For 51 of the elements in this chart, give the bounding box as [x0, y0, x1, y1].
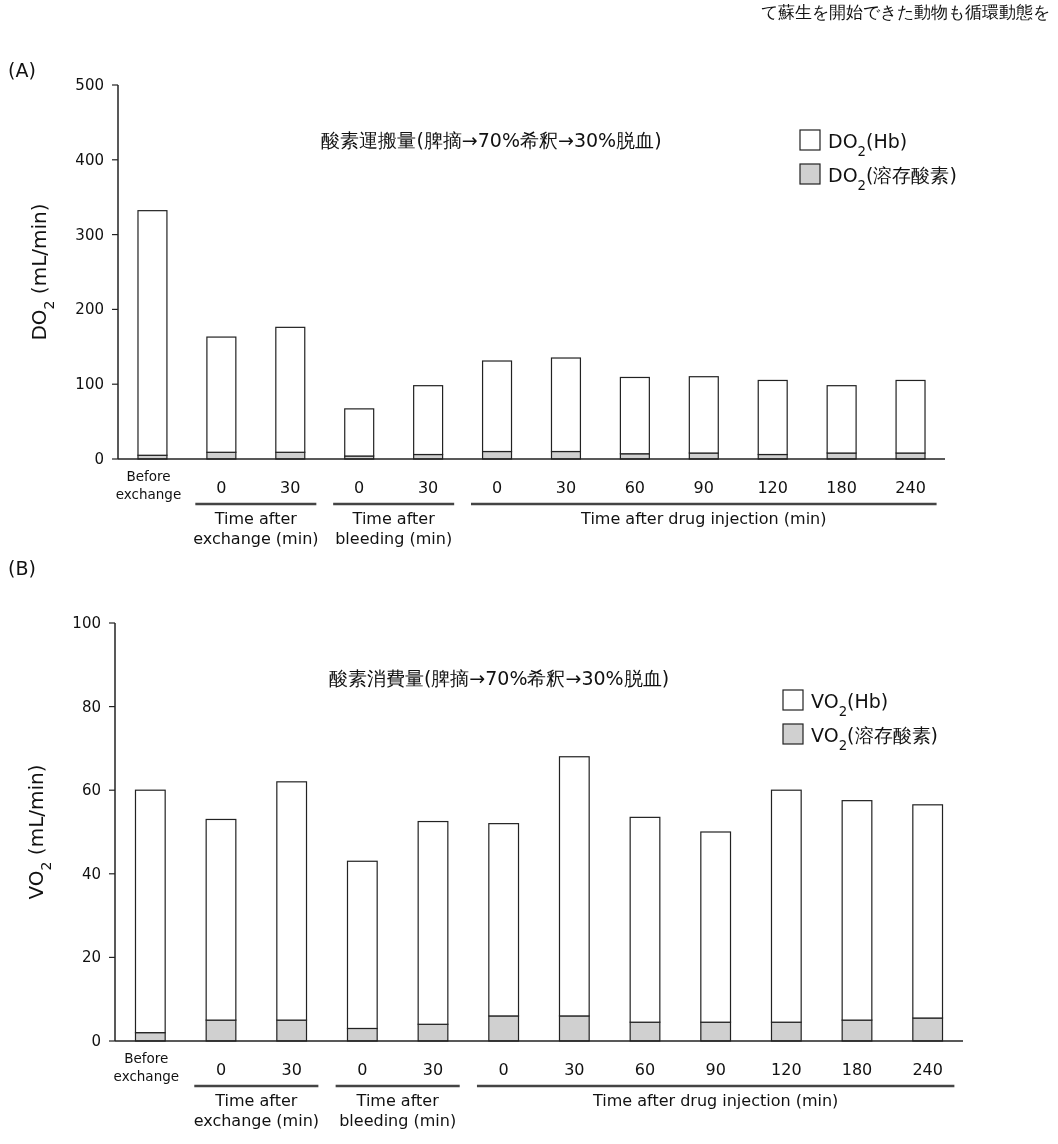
x-tick-label: 30 — [555, 478, 577, 497]
text: 酸素運搬量(脾摘→70%希釈→30%脱血) — [321, 129, 662, 151]
x-tick-label: 0 — [498, 1060, 509, 1079]
text: Time after exchange (min) — [193, 1091, 320, 1130]
text: (A) — [8, 59, 36, 81]
x-tick-label: 30 — [281, 1060, 302, 1079]
y-tick-label: 500 — [75, 76, 104, 94]
x-tick-label: 90 — [693, 478, 714, 497]
x-tick-label: Before exchange — [115, 468, 182, 502]
text: Time after drug injection (min) — [591, 1091, 839, 1110]
x-tick-label: 0 — [357, 1060, 368, 1079]
y-tick-label: 20 — [81, 948, 101, 967]
legend-label: DO$_{2}$(溶存酸素) — [828, 164, 957, 193]
x-tick-label: 0 — [354, 478, 365, 497]
y-tick-label: 200 — [75, 300, 104, 319]
x-tick-label: 90 — [705, 1060, 726, 1079]
y-tick-label: 100 — [72, 614, 101, 632]
text: Time after bleeding (min) — [339, 1091, 457, 1130]
x-tick-label: 60 — [634, 1060, 656, 1079]
y-tick-label: 0 — [94, 450, 104, 468]
legend-label: VO$_{2}$(溶存酸素) — [811, 724, 938, 753]
x-tick-label: 30 — [417, 478, 439, 497]
x-tick-label: 30 — [564, 1060, 585, 1079]
y-tick-label: 100 — [75, 375, 104, 394]
x-tick-label: 0 — [491, 478, 503, 497]
text: Time after exchange (min) — [193, 509, 319, 548]
text: (B) — [8, 557, 36, 579]
text: Time after drug injection (min) — [580, 509, 827, 528]
x-tick-label: 240 — [895, 478, 926, 497]
text: Time after bleeding (min) — [335, 509, 453, 548]
y-tick-label: 40 — [81, 864, 101, 883]
x-tick-label: 60 — [624, 478, 646, 497]
text: て蘇生を開始できた動物も循環動態を — [761, 2, 1050, 22]
legend-label: DO$_{2}$(Hb) — [828, 130, 908, 159]
y-tick-label: 0 — [91, 1032, 101, 1050]
x-tick-label: 180 — [841, 1060, 873, 1079]
x-tick-label: 120 — [757, 478, 788, 497]
x-tick-label: 0 — [215, 1060, 227, 1079]
x-tick-label: 240 — [912, 1060, 943, 1079]
x-tick-label: 30 — [280, 478, 301, 497]
y-tick-label: 300 — [75, 225, 104, 244]
x-tick-label: 120 — [771, 1060, 802, 1079]
x-tick-label: 30 — [422, 1060, 444, 1079]
x-tick-label: 180 — [826, 478, 857, 497]
text: 酸素消費量(脾摘→70%希釈→30%脱血) — [328, 667, 670, 689]
y-tick-label: 80 — [81, 697, 101, 716]
legend-label: VO$_{2}$(Hb) — [811, 690, 889, 719]
y-tick-label: 400 — [75, 150, 104, 169]
y-tick-label: 60 — [81, 781, 101, 800]
x-tick-label: Before exchange — [113, 1050, 180, 1084]
x-tick-label: 0 — [216, 478, 227, 497]
